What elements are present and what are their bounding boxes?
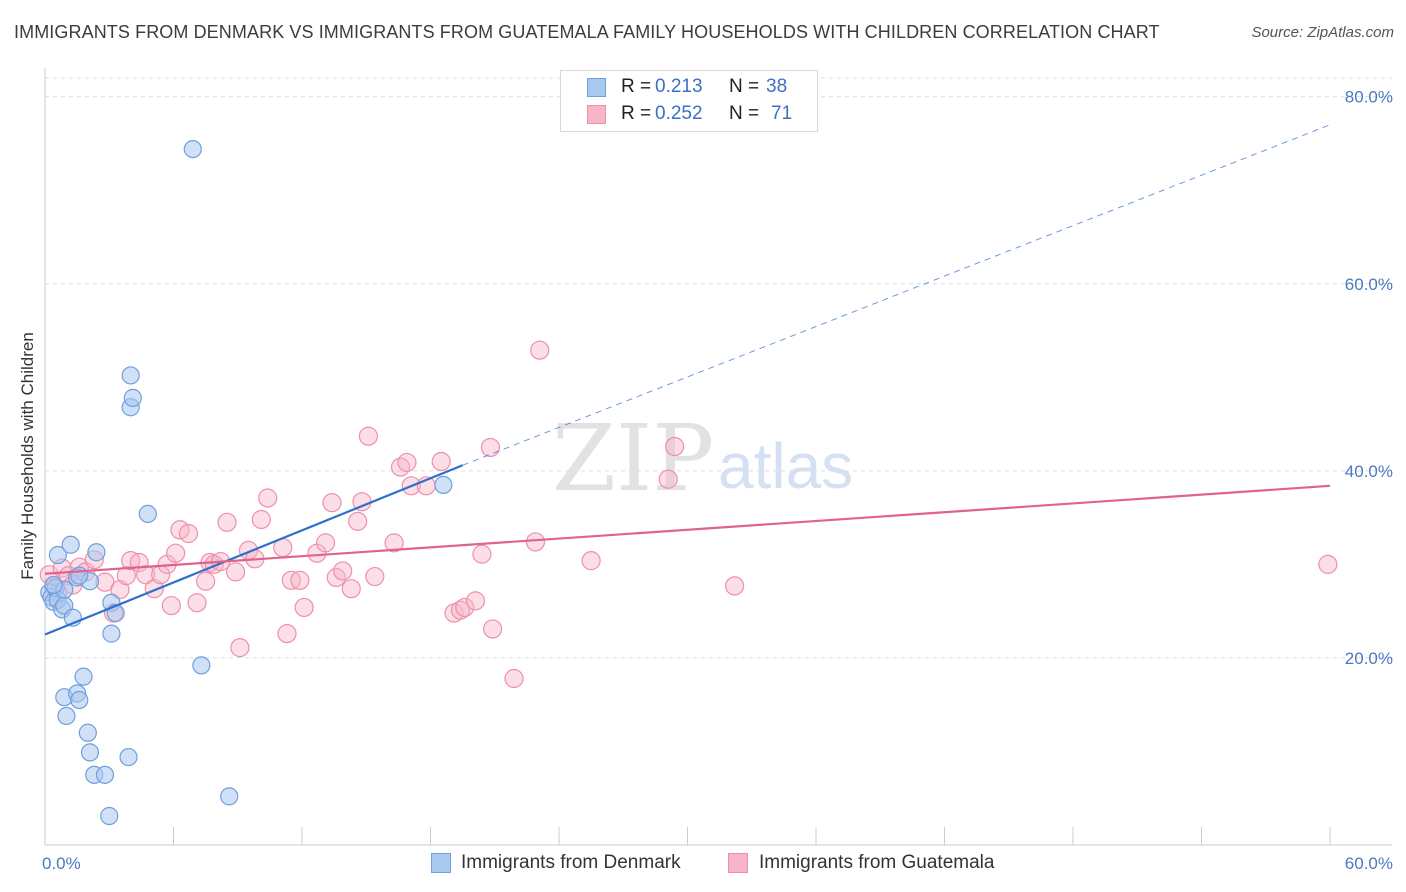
y-tick-label: 20.0%	[1345, 649, 1393, 668]
bottom-legend-guatemala: Immigrants from Guatemala	[759, 852, 995, 873]
legend-r-label: R =	[621, 76, 652, 97]
guatemala-point	[348, 511, 368, 531]
correlation-legend: R = 0.213 N = 38 R = 0.252 N = 71	[560, 70, 818, 132]
guatemala-point	[226, 562, 246, 582]
legend-n-value-denmark: 38	[766, 76, 788, 97]
denmark-point	[70, 690, 89, 710]
legend-n-value-guatemala: 71	[771, 103, 793, 124]
guatemala-point	[1318, 554, 1338, 574]
tick-labels: 20.0% 40.0% 60.0% 80.0% 0.0% 60.0%	[42, 88, 1393, 873]
y-axis-title: Family Households with Children	[18, 332, 37, 580]
denmark-point	[183, 139, 202, 159]
y-tick-label: 80.0%	[1345, 88, 1393, 107]
guatemala-point	[333, 561, 353, 581]
guatemala-point	[290, 570, 310, 590]
guatemala-point	[504, 668, 524, 689]
denmark-point	[102, 624, 121, 643]
guatemala-point	[465, 591, 486, 611]
guatemala-point	[384, 533, 404, 553]
guatemala-point	[665, 436, 685, 457]
denmark-point	[100, 806, 119, 826]
legend-n-label: N =	[729, 76, 760, 97]
guatemala-point	[196, 571, 216, 591]
denmark-point	[44, 575, 63, 595]
guatemala-point	[277, 624, 297, 644]
bottom-legend-swatch-denmark	[431, 853, 451, 873]
denmark-point	[192, 656, 211, 675]
guatemala-point	[230, 638, 250, 658]
guatemala-point	[322, 493, 342, 513]
guatemala-point	[187, 593, 207, 613]
denmark-point	[78, 723, 97, 742]
denmark-point	[57, 706, 76, 726]
guatemala-point	[358, 426, 378, 446]
trend-lines	[44, 124, 1331, 636]
watermark: ZIP atlas	[552, 405, 853, 512]
legend-swatch-guatemala	[587, 105, 606, 124]
watermark-atlas: atlas	[718, 430, 853, 502]
guatemala-point	[483, 619, 503, 639]
guatemala-trend-line	[44, 484, 1331, 575]
denmark-point	[138, 504, 157, 523]
guatemala-point	[315, 533, 336, 553]
y-tick-label: 60.0%	[1345, 275, 1393, 294]
denmark-point	[119, 747, 138, 767]
legend-swatch-denmark	[587, 78, 606, 97]
source-label: Source: ZipAtlas.com	[1251, 24, 1394, 41]
denmark-point	[434, 475, 453, 494]
guatemala-point	[110, 580, 130, 600]
guatemala-point	[581, 551, 601, 571]
denmark-point	[220, 787, 239, 806]
denmark-points	[40, 139, 453, 826]
denmark-trend-extension	[462, 124, 1331, 466]
chart-title: IMMIGRANTS FROM DENMARK VS IMMIGRANTS FR…	[14, 22, 1160, 42]
x-tick-label: 60.0%	[1345, 854, 1393, 873]
guatemala-point	[525, 532, 546, 552]
guatemala-point	[341, 579, 361, 599]
guatemala-point	[725, 576, 745, 596]
guatemala-point	[480, 437, 501, 458]
denmark-trend-line	[44, 464, 464, 636]
guatemala-point	[166, 543, 186, 563]
guatemala-point	[658, 469, 678, 489]
guatemala-point	[161, 595, 181, 616]
guatemala-point	[431, 451, 451, 472]
denmark-point	[106, 603, 125, 623]
guatemala-point	[530, 340, 550, 360]
guatemala-point	[251, 509, 271, 530]
guatemala-point	[178, 523, 199, 544]
guatemala-point	[217, 512, 237, 532]
legend-r-value-guatemala: 0.252	[655, 103, 703, 124]
legend-r-label: R =	[621, 103, 652, 124]
axes	[44, 68, 1392, 846]
legend-n-label: N =	[729, 103, 760, 124]
denmark-point	[61, 535, 80, 554]
denmark-point	[48, 545, 67, 565]
guatemala-point	[136, 565, 156, 585]
denmark-point	[95, 765, 115, 784]
denmark-point	[74, 667, 93, 686]
guatemala-points	[39, 340, 1338, 689]
guatemala-point	[365, 566, 385, 587]
denmark-point	[121, 366, 140, 385]
guatemala-point	[258, 488, 278, 508]
y-tick-label: 40.0%	[1345, 462, 1393, 481]
guatemala-point	[294, 597, 314, 618]
denmark-point	[123, 388, 142, 407]
bottom-legend-denmark: Immigrants from Denmark	[461, 852, 681, 873]
denmark-point	[70, 566, 89, 585]
x-tick-label: 0.0%	[42, 854, 81, 873]
bottom-legend-swatch-guatemala	[728, 853, 748, 873]
legend-r-value-denmark: 0.213	[655, 76, 703, 97]
denmark-point	[80, 743, 100, 762]
grid-lines	[45, 77, 1392, 659]
guatemala-point	[455, 597, 475, 618]
guatemala-point	[472, 544, 492, 564]
watermark-zip: ZIP	[552, 405, 714, 512]
denmark-point	[87, 543, 106, 562]
guatemala-point	[116, 566, 136, 586]
guatemala-point	[397, 452, 417, 473]
